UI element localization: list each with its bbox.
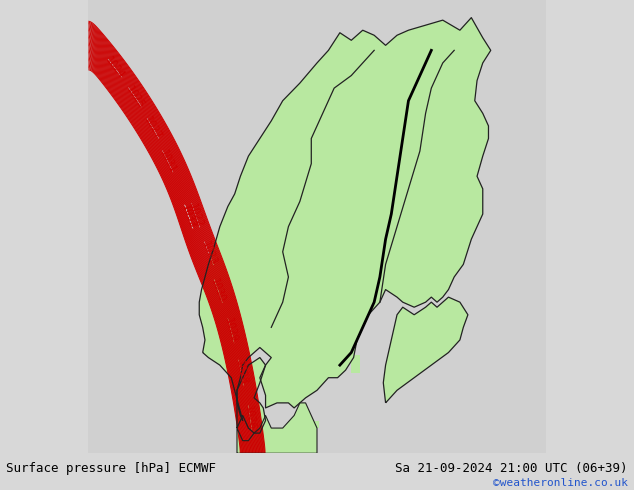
Polygon shape [314,420,320,428]
Text: 1022: 1022 [187,202,204,229]
Polygon shape [237,358,266,433]
Text: ©weatheronline.co.uk: ©weatheronline.co.uk [493,478,628,488]
Text: 1024: 1024 [103,55,127,81]
Text: 1023: 1023 [200,240,218,267]
Polygon shape [199,18,491,420]
Text: 1030: 1030 [209,278,227,304]
Text: 1031: 1031 [158,148,178,174]
Text: 1032: 1032 [181,204,198,230]
Text: 1033: 1033 [179,203,197,229]
Text: 1029: 1029 [223,318,239,344]
Text: 1025: 1025 [124,84,146,110]
Text: 1027: 1027 [143,115,164,142]
Text: 1028: 1028 [234,360,249,386]
Text: Surface pressure [hPa] ECMWF: Surface pressure [hPa] ECMWF [6,463,216,475]
Text: 1026: 1026 [243,405,257,431]
Text: Sa 21-09-2024 21:00 UTC (06+39): Sa 21-09-2024 21:00 UTC (06+39) [395,463,628,475]
Polygon shape [384,297,468,403]
Polygon shape [237,403,317,453]
Polygon shape [351,355,361,373]
